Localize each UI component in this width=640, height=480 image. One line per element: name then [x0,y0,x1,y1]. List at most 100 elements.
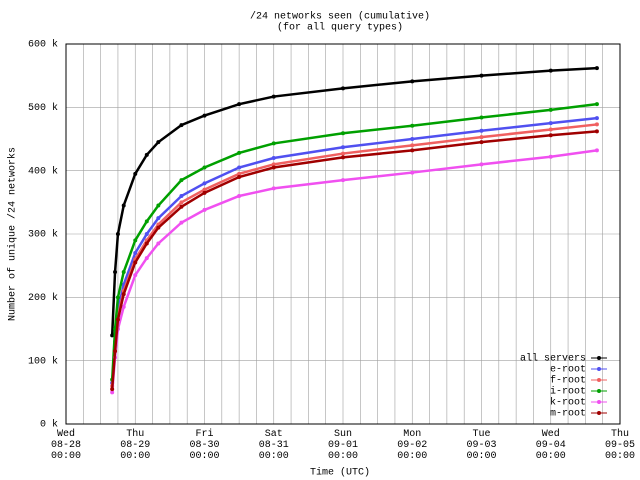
x-tick-label: Tue 09-03 00:00 [466,429,497,462]
data-point [341,86,345,91]
data-point [133,251,138,255]
data-point [479,140,484,145]
data-point [594,66,599,71]
data-point [548,133,553,138]
data-point [115,295,120,300]
x-tick-label: Wed 09-04 00:00 [535,429,566,462]
data-point [113,270,118,274]
data-point [410,170,415,175]
data-point [144,241,149,246]
data-point [110,387,115,392]
data-point [271,141,276,146]
data-point [237,102,242,107]
data-point [271,186,276,191]
legend-label: f-root [550,375,586,387]
data-point [548,127,553,132]
data-point [237,150,242,155]
data-point [594,102,599,107]
data-point [179,220,184,225]
data-point [121,270,126,274]
data-point [133,260,138,265]
data-point [410,79,415,84]
x-tick-label: Fri 08-30 00:00 [189,429,220,462]
data-point [156,241,161,246]
data-point [202,181,207,186]
series-line [110,66,597,336]
x-tick-label: Thu 09-05 00:00 [604,429,635,462]
data-point [237,194,242,198]
data-point [156,216,161,221]
series-line [110,102,598,380]
data-point [410,137,415,141]
series-line [110,123,598,387]
data-point [144,219,149,224]
data-point [594,148,599,153]
legend-label: m-root [550,409,586,420]
data-point [548,121,553,126]
data-point [179,200,184,205]
data-point [237,165,242,170]
data-point [341,155,345,160]
data-point [179,204,184,209]
data-point [156,203,161,208]
data-point [113,349,118,354]
data-point [271,94,276,99]
data-point [179,194,184,198]
legend-marker [597,356,601,360]
data-point [121,292,126,297]
data-point [341,178,345,183]
data-point [179,123,184,128]
data-point [144,232,149,236]
data-point [271,165,276,170]
plot-frame [65,43,621,425]
data-point [156,225,161,230]
data-point [121,203,126,208]
data-point [410,143,415,148]
data-point [202,190,207,195]
x-tick-label: Sun 09-01 00:00 [327,429,358,462]
data-point [548,107,553,112]
data-point [548,154,553,159]
y-tick-label: 100 k [28,355,58,367]
legend-label: e-root [550,365,586,376]
data-point [156,140,161,145]
legend-marker [597,400,601,404]
series-line [110,116,598,383]
data-point [594,129,599,134]
y-tick-label: 300 k [28,229,58,241]
legend-label: k-root [550,397,586,409]
data-point [202,113,207,118]
series-line [110,149,598,393]
data-point [479,73,484,78]
data-point [410,123,415,128]
data-point [133,238,138,243]
data-point [341,145,345,150]
x-tick-label: Sat 08-31 00:00 [258,429,289,462]
legend-marker [597,378,601,382]
data-point [115,232,120,236]
data-point [271,156,276,160]
chart-title: /24 networks seen (cumulative) [250,11,430,23]
data-point [133,171,138,176]
data-point [479,128,484,133]
data-point [341,151,345,156]
data-point [594,122,599,127]
y-axis-label: Number of unique /24 networks [7,147,19,321]
data-point [144,152,149,157]
data-point [110,390,115,395]
y-tick-label: 0 k [40,419,58,431]
data-point [548,68,553,73]
legend-marker [597,411,601,415]
data-point [121,304,126,309]
legend-marker [597,367,601,371]
data-point [341,131,345,136]
data-point [110,333,115,338]
data-point [144,256,149,261]
data-point [594,116,599,121]
data-point [202,165,207,170]
x-tick-label: Thu 08-29 00:00 [120,429,151,462]
data-point [237,171,242,176]
legend-marker [597,389,601,393]
